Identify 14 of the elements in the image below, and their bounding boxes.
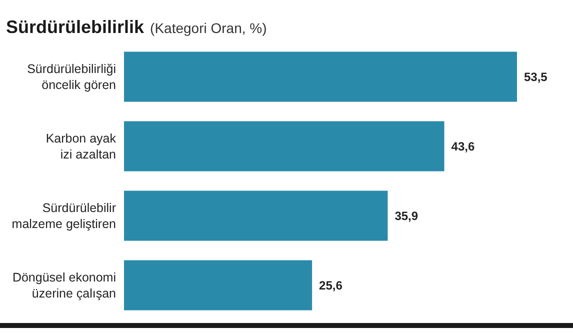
data-label: 25,6 <box>319 278 343 292</box>
y-tick-label: Karbon ayak izi azaltan <box>46 132 117 162</box>
bar <box>124 190 388 241</box>
bar <box>124 121 444 172</box>
bar <box>124 52 517 102</box>
bar <box>124 260 312 310</box>
y-tick-label: Sürdürülebilirliği öncelik gören <box>27 62 116 92</box>
data-label: 43,6 <box>451 139 475 154</box>
y-tick-label: Sürdürülebilir malzeme geliştiren <box>12 201 116 232</box>
y-tick-label: Döngüsel ekonomi üzerine çalışan <box>12 270 116 301</box>
chart-title: Sürdürülebilirlik <box>6 17 146 37</box>
chart-subtitle: (Kategori Oran, %) <box>150 20 267 36</box>
data-label: 35,9 <box>394 208 418 223</box>
data-label: 53,5 <box>524 70 548 84</box>
